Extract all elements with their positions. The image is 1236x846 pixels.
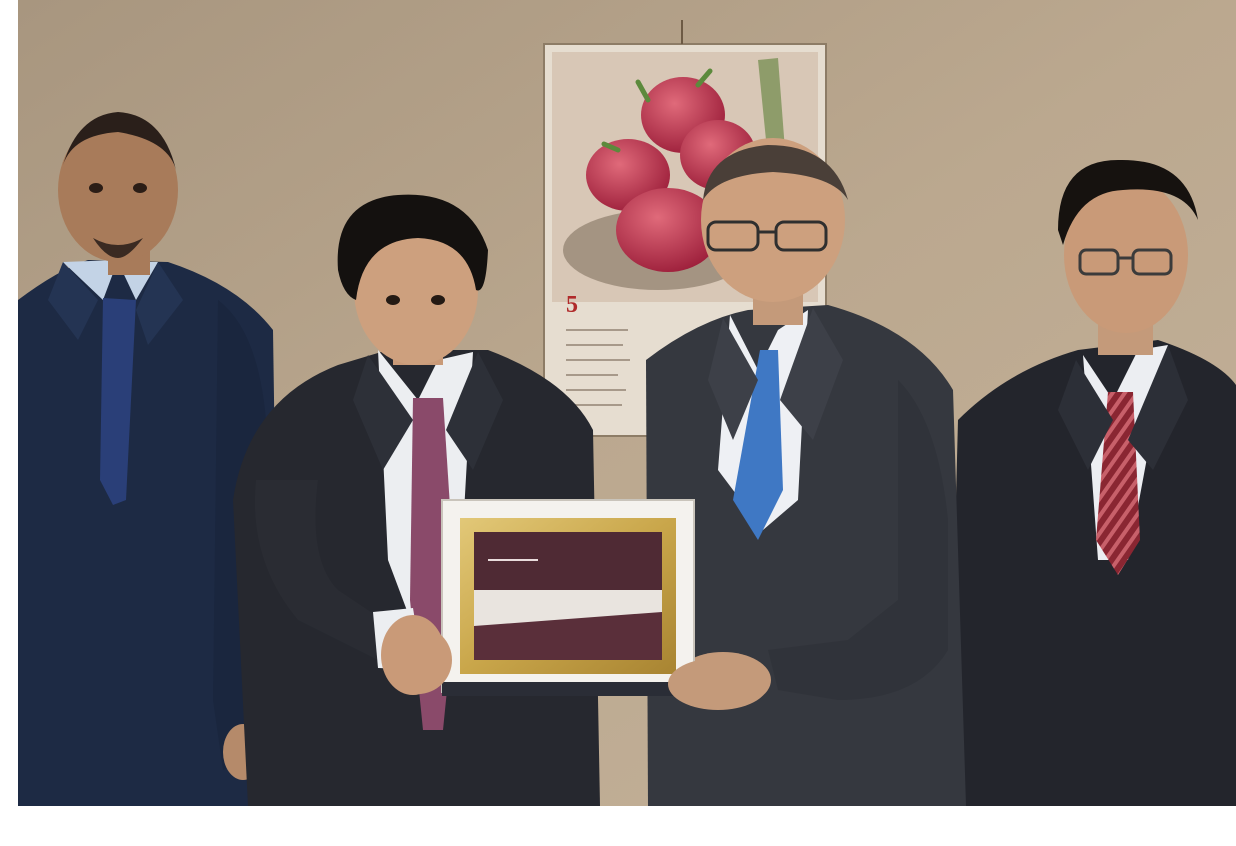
person-far-right-head [1064, 177, 1188, 333]
person-far-right [948, 159, 1236, 806]
person-far-left-head [58, 118, 178, 262]
hand-left-holder [384, 626, 452, 694]
gift-frame [441, 499, 695, 696]
person-center-right-head [701, 138, 845, 302]
person-center-left-head [354, 215, 478, 365]
photo: 5 [18, 0, 1236, 806]
bottom-margin [0, 806, 1236, 846]
photo-canvas: 5 [18, 0, 1236, 806]
dragon-fruit-4 [616, 188, 720, 272]
calendar-month-number: 5 [566, 292, 578, 318]
hand-right-holder [668, 658, 768, 710]
person-far-right-glasses [1078, 248, 1173, 276]
person-center-right-glasses [706, 220, 828, 252]
